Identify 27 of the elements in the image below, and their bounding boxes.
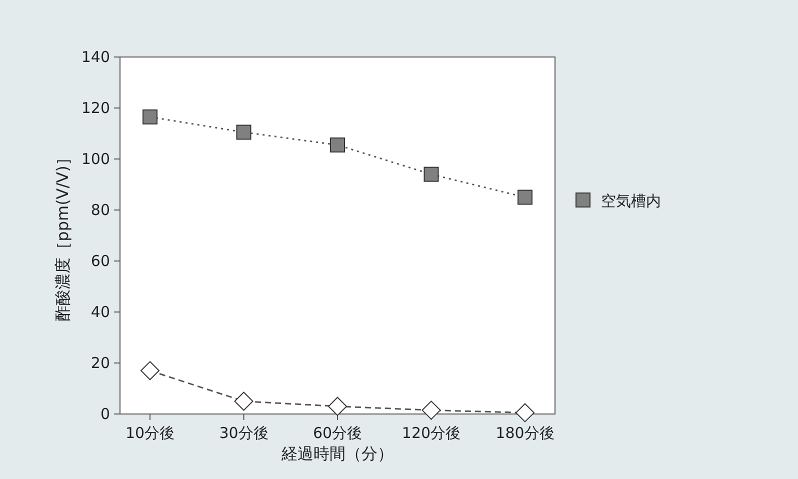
point xyxy=(236,124,252,140)
y-tick-label: 20 xyxy=(90,354,110,372)
y-tick-label: 60 xyxy=(90,252,110,270)
point xyxy=(140,361,160,380)
point xyxy=(424,166,439,182)
point xyxy=(330,137,345,152)
point xyxy=(142,109,158,124)
x-axis-title: 経過時間（分） xyxy=(280,444,394,463)
y-tick-label: 100 xyxy=(81,150,110,168)
x-tick-label: 30分後 xyxy=(219,424,268,442)
y-tick-label: 120 xyxy=(81,99,110,117)
point xyxy=(328,396,347,416)
point xyxy=(518,190,532,205)
y-tick-label: 40 xyxy=(90,303,110,321)
legend-label: 空気槽内 xyxy=(601,192,661,210)
x-tick-label: 180分後 xyxy=(496,424,554,442)
y-axis-title: 酢酸濃度［ppm(V/V)］ xyxy=(53,150,72,322)
point xyxy=(422,400,441,420)
x-tick-label: 10分後 xyxy=(125,424,175,442)
y-tick-label: 0 xyxy=(100,405,110,423)
y-tick-label: 80 xyxy=(90,201,110,219)
point xyxy=(516,403,534,422)
x-tick-label: 60分後 xyxy=(312,424,362,442)
point xyxy=(234,392,254,411)
x-tick-label: 120分後 xyxy=(402,424,461,442)
y-tick-label: 140 xyxy=(81,48,110,66)
legend: 空気槽内 xyxy=(576,192,661,210)
